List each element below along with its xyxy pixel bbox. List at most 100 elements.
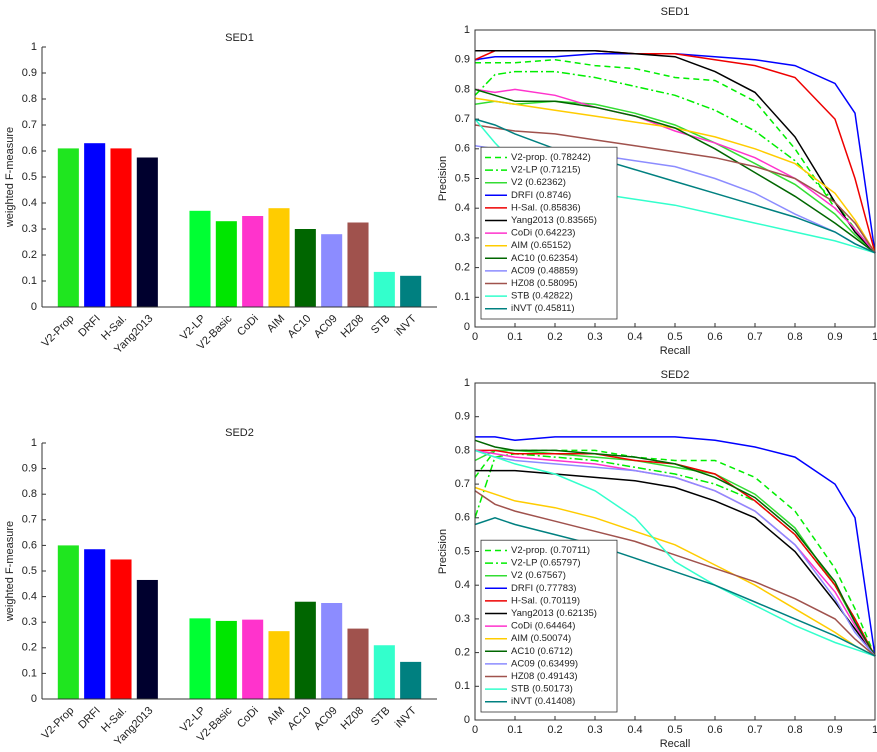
legend-label: H-Sal. (0.70119) xyxy=(511,595,580,606)
y-tick-label: 0.9 xyxy=(455,411,470,423)
bar xyxy=(373,645,395,699)
x-tick-label: iNVT xyxy=(393,312,419,338)
chart-title: SED1 xyxy=(225,32,254,44)
y-axis-label: weighted F-measure xyxy=(4,127,16,228)
x-tick-label: iNVT xyxy=(393,704,419,730)
x-tick-label: HZ08 xyxy=(339,705,367,733)
bar xyxy=(136,157,158,307)
y-tick-label: 1 xyxy=(31,41,37,53)
x-tick-label: V2-Prop xyxy=(39,313,76,350)
y-tick-label: 0.1 xyxy=(22,275,37,287)
legend-label: H-Sal. (0.85836) xyxy=(511,202,581,213)
pr-curve xyxy=(474,449,876,657)
x-tick-label: 0.5 xyxy=(667,724,682,736)
pr-curve xyxy=(474,486,876,657)
x-tick-label: 1 xyxy=(872,724,877,736)
y-tick-label: 0.9 xyxy=(455,54,470,66)
legend-label: V2-LP (0.71215) xyxy=(511,165,581,176)
y-tick-label: 0.7 xyxy=(455,113,470,125)
pr-curve xyxy=(474,517,876,657)
pr-curve xyxy=(474,449,876,657)
x-tick-label: AC10 xyxy=(286,705,314,733)
x-tick-label: 0 xyxy=(472,331,478,343)
bar xyxy=(136,579,158,699)
y-tick-label: 0 xyxy=(31,693,37,705)
chart-title: SED2 xyxy=(225,427,254,439)
legend-label: AC09 (0.48859) xyxy=(511,265,578,276)
bar xyxy=(347,222,369,307)
x-tick-label: CoDi xyxy=(235,705,261,731)
legend-label: STB (0.50173) xyxy=(511,684,573,695)
y-tick-label: 0.6 xyxy=(22,539,37,551)
y-tick-label: 0.4 xyxy=(22,197,37,209)
pr-curve xyxy=(474,88,876,254)
x-tick-label: 0.5 xyxy=(667,331,682,343)
x-tick-label: 0.2 xyxy=(547,331,562,343)
bar xyxy=(400,275,422,307)
pr-curve xyxy=(475,436,876,657)
bar xyxy=(189,210,211,307)
y-tick-label: 0.6 xyxy=(22,145,37,157)
legend-label: AC10 (0.62354) xyxy=(511,253,578,264)
x-tick-label: 0.9 xyxy=(827,724,842,736)
y-tick-label: 0.2 xyxy=(455,647,470,659)
x-tick-label: AC09 xyxy=(312,705,340,733)
bar xyxy=(268,208,290,307)
legend-label: AC09 (0.63499) xyxy=(511,658,578,669)
y-tick-label: 0.5 xyxy=(22,171,37,183)
legend-label: AIM (0.65152) xyxy=(511,240,571,251)
pr-curve xyxy=(474,118,876,254)
x-tick-label: 0.8 xyxy=(787,724,802,736)
y-tick-label: 0.8 xyxy=(22,93,37,105)
x-tick-label: 1 xyxy=(872,331,877,343)
x-tick-label: AC10 xyxy=(286,313,314,341)
y-tick-label: 0.2 xyxy=(22,642,37,654)
y-tick-label: 0.6 xyxy=(455,512,470,524)
y-tick-label: 0.1 xyxy=(455,291,470,303)
x-tick-label: AIM xyxy=(265,705,287,727)
y-tick-label: 0.5 xyxy=(455,545,470,557)
y-tick-label: 0.5 xyxy=(22,565,37,577)
y-tick-label: 1 xyxy=(464,377,470,389)
x-tick-label: STB xyxy=(369,705,393,729)
pr-curve xyxy=(474,439,876,657)
y-tick-label: 0.4 xyxy=(22,591,37,603)
legend-label: DRFI (0.8746) xyxy=(511,190,571,201)
y-tick-label: 0.4 xyxy=(455,202,470,214)
x-tick-label: 0.9 xyxy=(827,331,842,343)
x-tick-label: 0.6 xyxy=(707,724,722,736)
bar xyxy=(400,661,422,699)
legend-label: AC10 (0.6712) xyxy=(511,646,573,657)
x-tick-label: HZ08 xyxy=(339,313,367,341)
x-tick-label: 0.6 xyxy=(707,331,722,343)
plot-box xyxy=(474,29,876,328)
y-tick-label: 0.8 xyxy=(455,444,470,456)
x-tick-label: AC09 xyxy=(312,313,340,341)
legend-label: iNVT (0.45811) xyxy=(511,303,575,314)
x-tick-label: 0 xyxy=(472,724,478,736)
y-tick-label: 0.3 xyxy=(455,232,470,244)
legend-label: CoDi (0.64464) xyxy=(511,621,575,632)
bar xyxy=(321,603,343,699)
legend-label: HZ08 (0.49143) xyxy=(511,671,578,682)
bar xyxy=(294,601,316,699)
bar xyxy=(321,234,343,307)
x-axis-label: Recall xyxy=(660,345,691,357)
legend-label: CoDi (0.64223) xyxy=(511,228,575,239)
legend-label: STB (0.42822) xyxy=(511,291,573,302)
legend-label: iNVT (0.41408) xyxy=(511,696,575,707)
y-tick-label: 0.3 xyxy=(22,616,37,628)
x-tick-label: 0.1 xyxy=(507,724,522,736)
y-axis-label: Precision xyxy=(437,529,449,574)
legend-label: V2-LP (0.65797) xyxy=(511,558,581,569)
bar xyxy=(189,618,211,699)
legend-label: Yang2013 (0.62135) xyxy=(511,608,597,619)
y-tick-label: 0.1 xyxy=(455,680,470,692)
y-tick-label: 1 xyxy=(31,437,37,449)
bar xyxy=(215,620,237,699)
bar xyxy=(84,549,106,699)
y-tick-label: 0.3 xyxy=(455,613,470,625)
y-tick-label: 0 xyxy=(464,321,470,333)
pr-curve xyxy=(474,124,876,254)
